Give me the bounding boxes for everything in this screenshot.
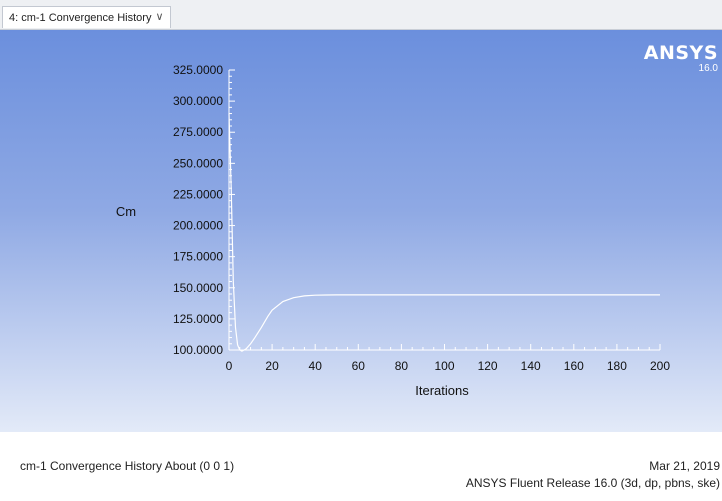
convergence-chart: 100.0000 125.0000 150.0000 175.0000 200.0000… <box>116 63 671 398</box>
x-tick-labels: 0 20 40 60 80 100 120 140 160 180 200 <box>226 359 671 373</box>
x-tick-label: 60 <box>352 359 366 373</box>
x-tick-label: 160 <box>564 359 584 373</box>
y-tick-label: 200.0000 <box>173 219 223 233</box>
chevron-down-icon[interactable]: ∨ <box>155 11 164 23</box>
ansys-logo: ANSYS 16.0 <box>644 44 718 75</box>
plot-date: Mar 21, 2019 <box>649 459 720 473</box>
y-tick-label: 175.0000 <box>173 250 223 264</box>
x-tick-label: 0 <box>226 359 233 373</box>
y-tick-label: 225.0000 <box>173 187 223 201</box>
footer: cm-1 Convergence History About (0 0 1) M… <box>0 432 722 501</box>
y-tick-label: 275.0000 <box>173 125 223 139</box>
x-tick-label: 80 <box>395 359 409 373</box>
release-info: ANSYS Fluent Release 16.0 (3d, dp, pbns,… <box>465 476 720 490</box>
y-tick-label: 125.0000 <box>173 312 223 326</box>
plot-title: cm-1 Convergence History About (0 0 1) <box>20 459 235 473</box>
series-line <box>228 113 660 352</box>
chart-axes <box>228 69 661 351</box>
logo-version: 16.0 <box>698 63 718 74</box>
y-tick-label: 100.0000 <box>173 343 223 357</box>
x-tick-label: 180 <box>607 359 627 373</box>
x-axis-label: Iterations <box>415 383 469 398</box>
x-tick-label: 140 <box>521 359 541 373</box>
y-axis-label: Cm <box>116 204 136 219</box>
y-tick-label: 300.0000 <box>173 94 223 108</box>
x-tick-label: 200 <box>650 359 670 373</box>
tab-bar: 4: cm-1 Convergence History ∨ <box>0 0 722 30</box>
logo-brand: ANSYS <box>643 42 718 64</box>
x-tick-label: 40 <box>309 359 323 373</box>
tab-label: 4: cm-1 Convergence History <box>9 11 152 24</box>
plot-area: 100.0000 125.0000 150.0000 175.0000 200.0000… <box>0 30 722 432</box>
y-tick-label: 250.0000 <box>173 156 223 170</box>
x-tick-label: 100 <box>434 359 454 373</box>
tab-convergence-history[interactable]: 4: cm-1 Convergence History ∨ <box>2 6 171 28</box>
y-tick-labels: 100.0000 125.0000 150.0000 175.0000 200.0000… <box>173 63 223 357</box>
x-tick-label: 120 <box>478 359 498 373</box>
y-tick-label: 150.0000 <box>173 281 223 295</box>
x-tick-label: 20 <box>265 359 279 373</box>
y-tick-label: 325.0000 <box>173 63 223 77</box>
